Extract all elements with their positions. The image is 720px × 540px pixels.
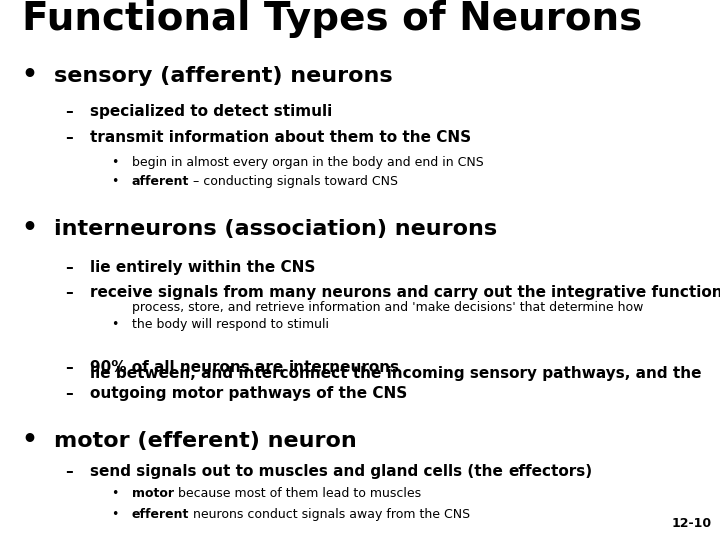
Text: lie between, and interconnect the incoming sensory pathways, and the
outgoing mo: lie between, and interconnect the incomi… — [90, 366, 701, 401]
Text: motor: motor — [132, 487, 174, 500]
Text: •: • — [112, 487, 119, 500]
Text: •: • — [22, 216, 37, 240]
Text: begin in almost every organ in the body and end in CNS: begin in almost every organ in the body … — [132, 156, 484, 169]
Text: process, store, and retrieve information and 'make decisions' that determine how: process, store, and retrieve information… — [132, 300, 643, 331]
Text: •: • — [22, 428, 37, 452]
Text: •: • — [112, 318, 119, 331]
Text: –: – — [65, 386, 73, 401]
Text: transmit information about them to the CNS: transmit information about them to the C… — [90, 130, 471, 145]
Text: motor (efferent) neuron: motor (efferent) neuron — [54, 431, 356, 451]
Text: receive signals from many neurons and carry out the: receive signals from many neurons and ca… — [90, 285, 552, 300]
Text: –: – — [65, 360, 73, 375]
Text: •: • — [22, 63, 37, 87]
Text: afferent: afferent — [132, 175, 189, 188]
Text: –: – — [65, 104, 73, 119]
Text: sensory (afferent) neurons: sensory (afferent) neurons — [54, 66, 392, 86]
Text: integrative function: integrative function — [552, 285, 720, 300]
Text: 90% of all neurons are: 90% of all neurons are — [90, 360, 289, 375]
Text: •: • — [112, 156, 119, 169]
Text: Functional Types of Neurons: Functional Types of Neurons — [22, 0, 642, 38]
Text: 12-10: 12-10 — [672, 517, 712, 530]
Text: interneurons (association) neurons: interneurons (association) neurons — [54, 219, 497, 239]
Text: •: • — [112, 508, 119, 521]
Text: efferent: efferent — [132, 508, 189, 521]
Text: send signals out to muscles and gland cells (the: send signals out to muscles and gland ce… — [90, 464, 508, 479]
Text: neurons conduct signals away from the CNS: neurons conduct signals away from the CN… — [189, 508, 470, 521]
Text: –: – — [65, 464, 73, 479]
Text: interneurons: interneurons — [289, 360, 400, 375]
Text: –: – — [65, 130, 73, 145]
Text: – conducting signals toward CNS: – conducting signals toward CNS — [189, 175, 398, 188]
Text: because most of them lead to muscles: because most of them lead to muscles — [174, 487, 421, 500]
Text: effectors): effectors) — [508, 464, 593, 479]
Text: •: • — [112, 175, 119, 188]
Text: specialized to detect stimuli: specialized to detect stimuli — [90, 104, 332, 119]
Text: lie entirely within the CNS: lie entirely within the CNS — [90, 260, 315, 275]
Text: –: – — [65, 260, 73, 275]
Text: –: – — [65, 285, 73, 300]
